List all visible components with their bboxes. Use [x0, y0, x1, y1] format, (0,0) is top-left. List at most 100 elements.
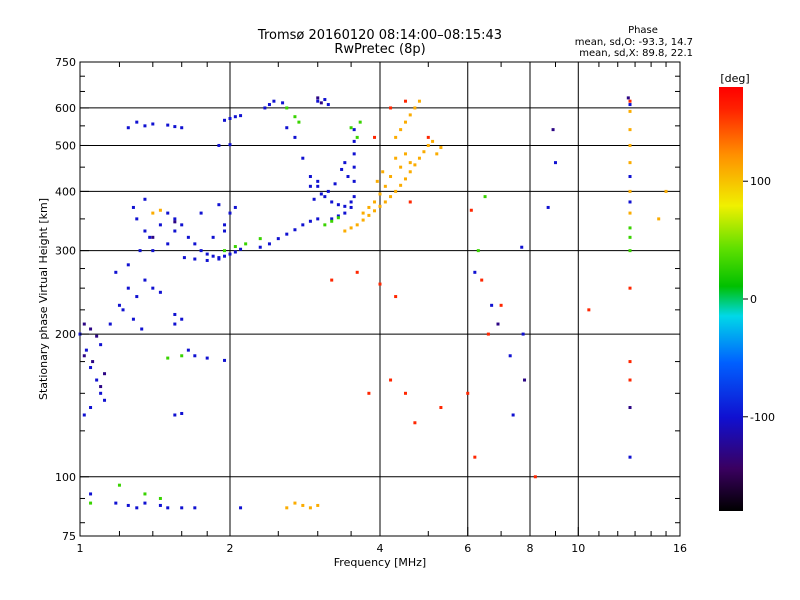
data-point [166, 506, 170, 510]
data-point [312, 197, 316, 201]
data-point [628, 286, 632, 290]
data-point [628, 103, 632, 107]
data-point [239, 114, 243, 118]
data-point [352, 139, 356, 143]
data-point [628, 109, 632, 113]
data-point [239, 506, 243, 510]
data-point [193, 257, 197, 261]
data-point [293, 115, 297, 119]
data-point [244, 242, 248, 246]
data-point [173, 322, 177, 326]
data-point [180, 411, 184, 415]
data-point [343, 161, 347, 165]
data-point [173, 312, 177, 316]
data-point [239, 247, 243, 251]
data-point [258, 237, 262, 241]
data-point [469, 208, 473, 212]
data-point [413, 106, 417, 110]
data-point [628, 189, 632, 193]
data-point [180, 126, 184, 130]
data-point [180, 506, 184, 510]
data-point [223, 223, 227, 227]
data-point [383, 184, 387, 188]
colorbar-label: [deg] [720, 72, 749, 85]
data-point [439, 146, 443, 150]
data-point [180, 354, 184, 358]
data-point [228, 252, 232, 256]
data-point [316, 179, 320, 183]
data-point [367, 391, 371, 395]
data-point [628, 406, 632, 410]
data-point [336, 216, 340, 220]
chart-subtitle: RwPretec (8p) [334, 42, 425, 57]
data-point [114, 270, 118, 274]
data-point [223, 229, 227, 233]
data-point [173, 217, 177, 221]
data-point [496, 322, 500, 326]
data-point [399, 128, 403, 132]
data-point [182, 256, 186, 260]
data-point [205, 258, 209, 262]
data-point [628, 128, 632, 132]
data-point [158, 290, 162, 294]
data-point [308, 175, 312, 179]
x-axis-ticks: 1 2 4 6 8 10 16 [77, 527, 687, 555]
data-point [173, 229, 177, 233]
data-point [82, 413, 86, 417]
data-point [95, 378, 99, 382]
data-point [413, 163, 417, 167]
data-point [319, 192, 323, 196]
data-point [343, 229, 347, 233]
data-point [352, 195, 356, 199]
data-point [389, 195, 393, 199]
data-point [355, 270, 359, 274]
data-point [628, 99, 632, 103]
data-point [180, 223, 184, 227]
data-point [426, 143, 430, 147]
data-point [186, 348, 190, 352]
data-point [233, 250, 237, 254]
data-point [258, 245, 262, 249]
data-point [330, 217, 334, 221]
data-point [166, 211, 170, 215]
stats-heading: Phase [628, 25, 658, 36]
data-point [408, 170, 412, 174]
data-point [316, 99, 320, 103]
data-point [89, 366, 93, 370]
data-point [297, 120, 301, 124]
data-point [173, 220, 177, 224]
data-point [199, 249, 203, 253]
data-point [117, 303, 121, 307]
data-point [326, 189, 330, 193]
data-point [422, 150, 426, 154]
y-tick-label: 100 [55, 471, 76, 484]
stats-line-o: mean, sd,O: -93.3, 14.7 [575, 37, 693, 48]
colorbar-tick-label: 100 [750, 175, 771, 188]
data-point [628, 143, 632, 147]
data-point [199, 211, 203, 215]
data-point [352, 165, 356, 169]
data-point [158, 496, 162, 500]
y-axis-label: Stationary phase Virtual Height [km] [37, 198, 50, 400]
data-point [121, 308, 125, 312]
data-point [223, 254, 227, 258]
data-point [223, 249, 227, 253]
data-point [399, 183, 403, 187]
colorbar-tick-label: -100 [750, 411, 775, 424]
data-point [551, 128, 555, 132]
data-point [508, 354, 512, 358]
data-point [336, 214, 340, 218]
data-point [89, 492, 93, 496]
data-point [330, 278, 334, 282]
data-point [151, 249, 155, 253]
data-point [323, 223, 327, 227]
data-point [301, 156, 305, 160]
y-tick-label: 300 [55, 245, 76, 258]
colorbar-ticks: 100 0 -100 [743, 175, 775, 424]
data-point [403, 99, 407, 103]
data-point [308, 184, 312, 188]
data-point [151, 122, 155, 126]
data-point [352, 152, 356, 156]
data-point [628, 455, 632, 459]
